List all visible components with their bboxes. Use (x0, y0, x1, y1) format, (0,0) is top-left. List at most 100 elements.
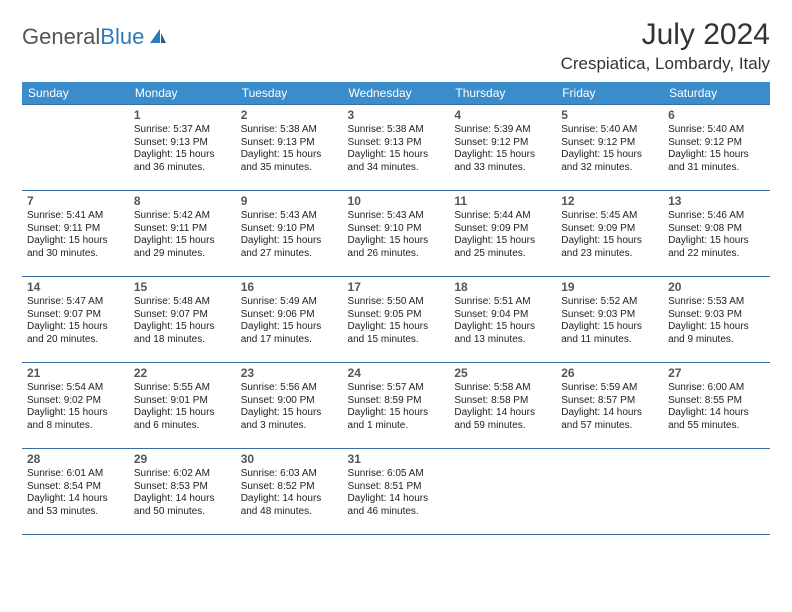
sunset-text: Sunset: 8:59 PM (348, 395, 445, 408)
calendar-cell (663, 449, 770, 535)
daylight2-text: and 3 minutes. (241, 420, 338, 433)
calendar-week: 21Sunrise: 5:54 AMSunset: 9:02 PMDayligh… (22, 363, 770, 449)
daylight2-text: and 55 minutes. (668, 420, 765, 433)
calendar-cell: 29Sunrise: 6:02 AMSunset: 8:53 PMDayligh… (129, 449, 236, 535)
sunset-text: Sunset: 9:13 PM (348, 137, 445, 150)
calendar-cell: 23Sunrise: 5:56 AMSunset: 9:00 PMDayligh… (236, 363, 343, 449)
daylight1-text: Daylight: 15 hours (27, 321, 124, 334)
day-number: 14 (27, 280, 124, 295)
daylight1-text: Daylight: 15 hours (561, 149, 658, 162)
weekday-header: Friday (556, 82, 663, 105)
calendar-cell: 27Sunrise: 6:00 AMSunset: 8:55 PMDayligh… (663, 363, 770, 449)
daylight2-text: and 11 minutes. (561, 334, 658, 347)
calendar-cell: 14Sunrise: 5:47 AMSunset: 9:07 PMDayligh… (22, 277, 129, 363)
daylight1-text: Daylight: 15 hours (27, 235, 124, 248)
calendar-week: 14Sunrise: 5:47 AMSunset: 9:07 PMDayligh… (22, 277, 770, 363)
calendar-cell: 19Sunrise: 5:52 AMSunset: 9:03 PMDayligh… (556, 277, 663, 363)
sunrise-text: Sunrise: 5:59 AM (561, 382, 658, 395)
day-number: 4 (454, 108, 551, 123)
daylight1-text: Daylight: 15 hours (27, 407, 124, 420)
daylight1-text: Daylight: 14 hours (668, 407, 765, 420)
sunset-text: Sunset: 9:01 PM (134, 395, 231, 408)
day-number: 30 (241, 452, 338, 467)
brand-name-b: Blue (100, 24, 144, 49)
day-number: 6 (668, 108, 765, 123)
daylight2-text: and 30 minutes. (27, 248, 124, 261)
calendar-cell: 15Sunrise: 5:48 AMSunset: 9:07 PMDayligh… (129, 277, 236, 363)
calendar-cell: 28Sunrise: 6:01 AMSunset: 8:54 PMDayligh… (22, 449, 129, 535)
sunrise-text: Sunrise: 5:48 AM (134, 296, 231, 309)
daylight2-text: and 26 minutes. (348, 248, 445, 261)
daylight1-text: Daylight: 15 hours (561, 321, 658, 334)
calendar-cell: 2Sunrise: 5:38 AMSunset: 9:13 PMDaylight… (236, 105, 343, 191)
sunset-text: Sunset: 9:10 PM (348, 223, 445, 236)
sunset-text: Sunset: 9:12 PM (668, 137, 765, 150)
sunrise-text: Sunrise: 6:05 AM (348, 468, 445, 481)
brand-logo: GeneralBlue (22, 18, 168, 50)
daylight2-text: and 23 minutes. (561, 248, 658, 261)
sunrise-text: Sunrise: 5:53 AM (668, 296, 765, 309)
daylight2-text: and 34 minutes. (348, 162, 445, 175)
daylight1-text: Daylight: 15 hours (241, 407, 338, 420)
weekday-header: Thursday (449, 82, 556, 105)
sunset-text: Sunset: 9:04 PM (454, 309, 551, 322)
calendar-cell: 8Sunrise: 5:42 AMSunset: 9:11 PMDaylight… (129, 191, 236, 277)
sunset-text: Sunset: 9:13 PM (134, 137, 231, 150)
sunset-text: Sunset: 9:13 PM (241, 137, 338, 150)
calendar-cell: 12Sunrise: 5:45 AMSunset: 9:09 PMDayligh… (556, 191, 663, 277)
sunrise-text: Sunrise: 6:01 AM (27, 468, 124, 481)
sunset-text: Sunset: 9:12 PM (454, 137, 551, 150)
daylight1-text: Daylight: 15 hours (454, 149, 551, 162)
daylight1-text: Daylight: 15 hours (668, 321, 765, 334)
calendar-cell: 7Sunrise: 5:41 AMSunset: 9:11 PMDaylight… (22, 191, 129, 277)
sunset-text: Sunset: 9:09 PM (561, 223, 658, 236)
sunset-text: Sunset: 9:03 PM (561, 309, 658, 322)
sunset-text: Sunset: 8:54 PM (27, 481, 124, 494)
daylight2-text: and 18 minutes. (134, 334, 231, 347)
calendar-cell: 24Sunrise: 5:57 AMSunset: 8:59 PMDayligh… (343, 363, 450, 449)
sunset-text: Sunset: 9:05 PM (348, 309, 445, 322)
calendar-cell: 18Sunrise: 5:51 AMSunset: 9:04 PMDayligh… (449, 277, 556, 363)
daylight1-text: Daylight: 14 hours (348, 493, 445, 506)
daylight2-text: and 29 minutes. (134, 248, 231, 261)
day-number: 2 (241, 108, 338, 123)
weekday-header: Monday (129, 82, 236, 105)
sunrise-text: Sunrise: 5:57 AM (348, 382, 445, 395)
month-title: July 2024 (561, 18, 770, 52)
sunrise-text: Sunrise: 5:44 AM (454, 210, 551, 223)
calendar-cell: 17Sunrise: 5:50 AMSunset: 9:05 PMDayligh… (343, 277, 450, 363)
sunrise-text: Sunrise: 5:49 AM (241, 296, 338, 309)
daylight2-text: and 27 minutes. (241, 248, 338, 261)
daylight2-text: and 33 minutes. (454, 162, 551, 175)
day-number: 27 (668, 366, 765, 381)
daylight1-text: Daylight: 14 hours (134, 493, 231, 506)
brand-name-a: General (22, 24, 100, 49)
sunrise-text: Sunrise: 5:38 AM (241, 124, 338, 137)
sunset-text: Sunset: 8:58 PM (454, 395, 551, 408)
daylight2-text: and 17 minutes. (241, 334, 338, 347)
calendar-cell: 13Sunrise: 5:46 AMSunset: 9:08 PMDayligh… (663, 191, 770, 277)
sunset-text: Sunset: 9:10 PM (241, 223, 338, 236)
daylight2-text: and 46 minutes. (348, 506, 445, 519)
calendar-cell: 9Sunrise: 5:43 AMSunset: 9:10 PMDaylight… (236, 191, 343, 277)
sunrise-text: Sunrise: 5:52 AM (561, 296, 658, 309)
day-number: 19 (561, 280, 658, 295)
calendar-cell: 16Sunrise: 5:49 AMSunset: 9:06 PMDayligh… (236, 277, 343, 363)
daylight2-text: and 9 minutes. (668, 334, 765, 347)
sunrise-text: Sunrise: 5:56 AM (241, 382, 338, 395)
calendar-cell: 25Sunrise: 5:58 AMSunset: 8:58 PMDayligh… (449, 363, 556, 449)
daylight2-text: and 22 minutes. (668, 248, 765, 261)
day-number: 5 (561, 108, 658, 123)
daylight2-text: and 6 minutes. (134, 420, 231, 433)
sunset-text: Sunset: 8:55 PM (668, 395, 765, 408)
calendar-cell: 1Sunrise: 5:37 AMSunset: 9:13 PMDaylight… (129, 105, 236, 191)
day-number: 20 (668, 280, 765, 295)
sunrise-text: Sunrise: 5:55 AM (134, 382, 231, 395)
sunrise-text: Sunrise: 5:42 AM (134, 210, 231, 223)
calendar-cell: 20Sunrise: 5:53 AMSunset: 9:03 PMDayligh… (663, 277, 770, 363)
day-number: 16 (241, 280, 338, 295)
sunset-text: Sunset: 9:11 PM (134, 223, 231, 236)
day-number: 17 (348, 280, 445, 295)
weekday-header: Wednesday (343, 82, 450, 105)
daylight2-text: and 53 minutes. (27, 506, 124, 519)
